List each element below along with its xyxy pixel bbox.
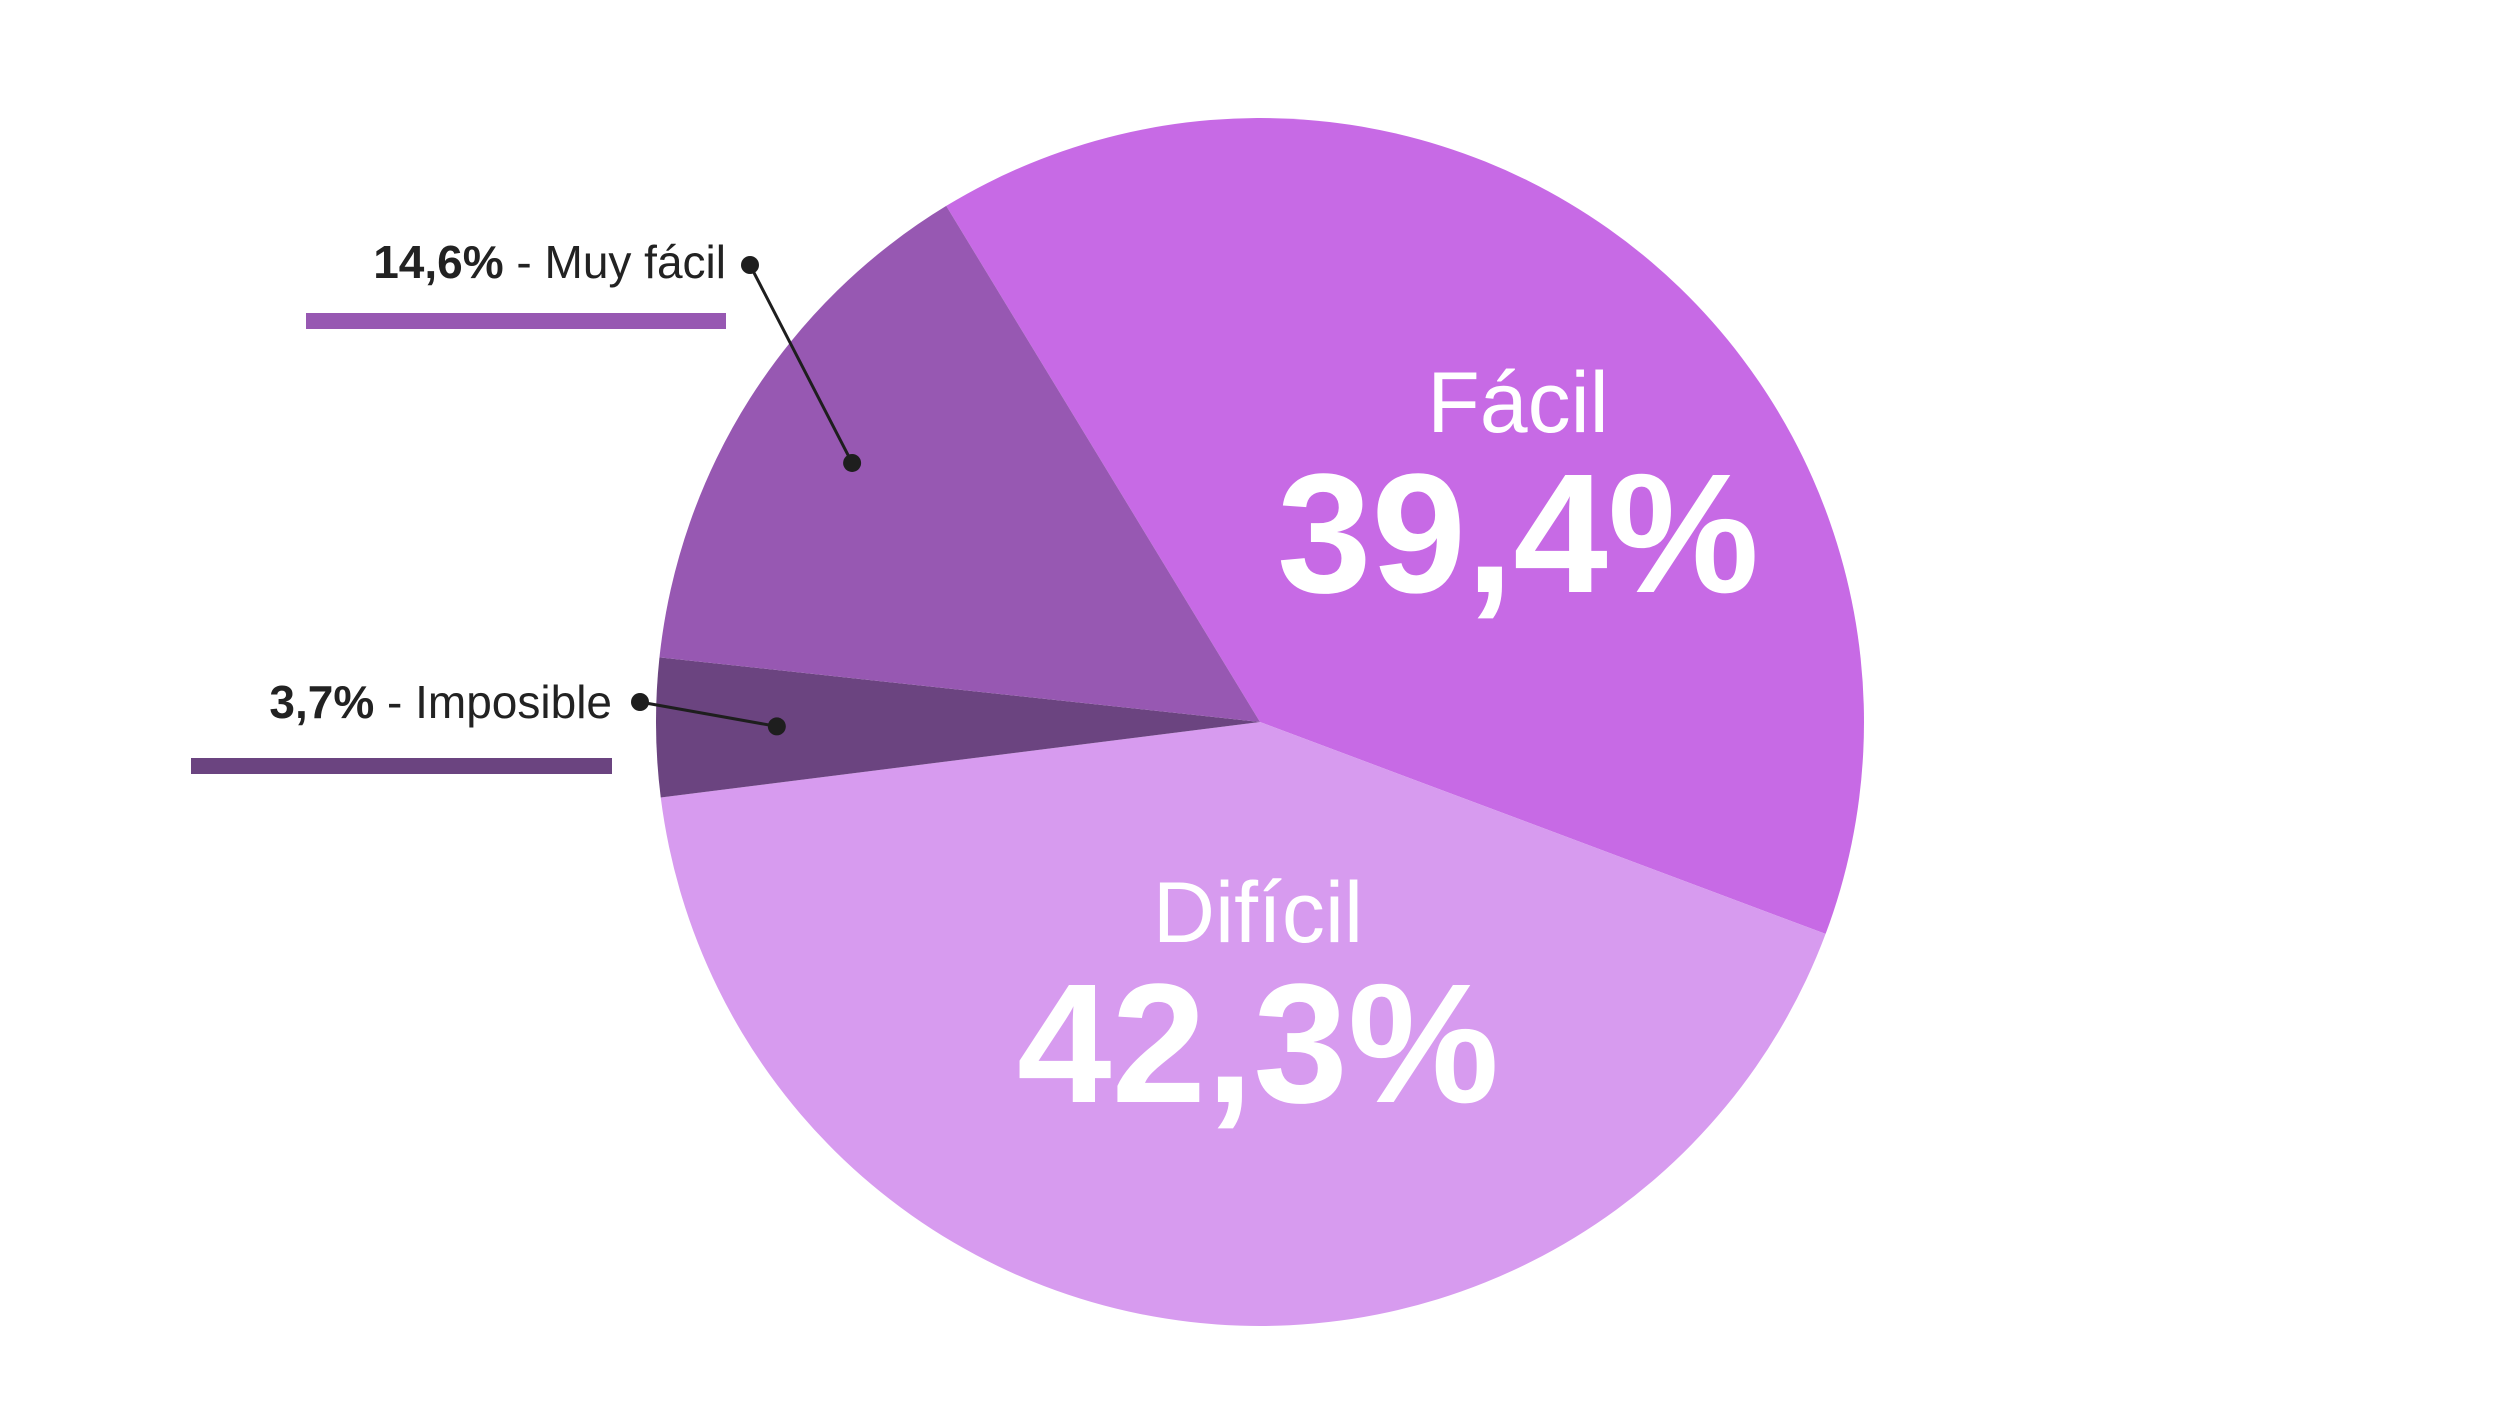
pie-callouts: 3,7% - Imposible 14,6% - Muy fácil [191,236,862,774]
callout-leader-muy-facil [748,264,854,464]
pie-slice-facil [946,118,1864,934]
slice-value-facil: 39,4% [1277,439,1759,629]
callout-label-imposible: 3,7% - Imposible [269,676,612,728]
callout-value-imposible: 3,7% [269,676,374,728]
pie-slice-dificil [660,722,1826,1326]
callout-bar-imposible [191,758,612,774]
pie-slices [655,118,1864,1326]
callout-dot-inner-muy-facil [843,453,862,472]
slice-name-dificil: Difícil [1153,865,1363,961]
callout-value-muy-facil: 14,6% [373,236,503,288]
pie-slice-muy-facil [659,205,1260,722]
callout-bar-muy-facil [306,313,726,329]
callout-name-muy-facil: - Muy fácil [504,236,726,288]
callout-dot-inner-imposible [767,717,786,736]
slice-value-dificil: 42,3% [1017,949,1499,1139]
pie-slice-imposible [655,657,1260,798]
callout-label-muy-facil: 14,6% - Muy fácil [373,236,726,288]
callout-dot-outer-imposible [631,693,649,711]
slice-name-facil: Fácil [1427,355,1609,451]
callout-dot-outer-muy-facil [741,256,759,274]
callout-leader-imposible [639,700,778,728]
callout-name-imposible: - Imposible [374,676,612,728]
